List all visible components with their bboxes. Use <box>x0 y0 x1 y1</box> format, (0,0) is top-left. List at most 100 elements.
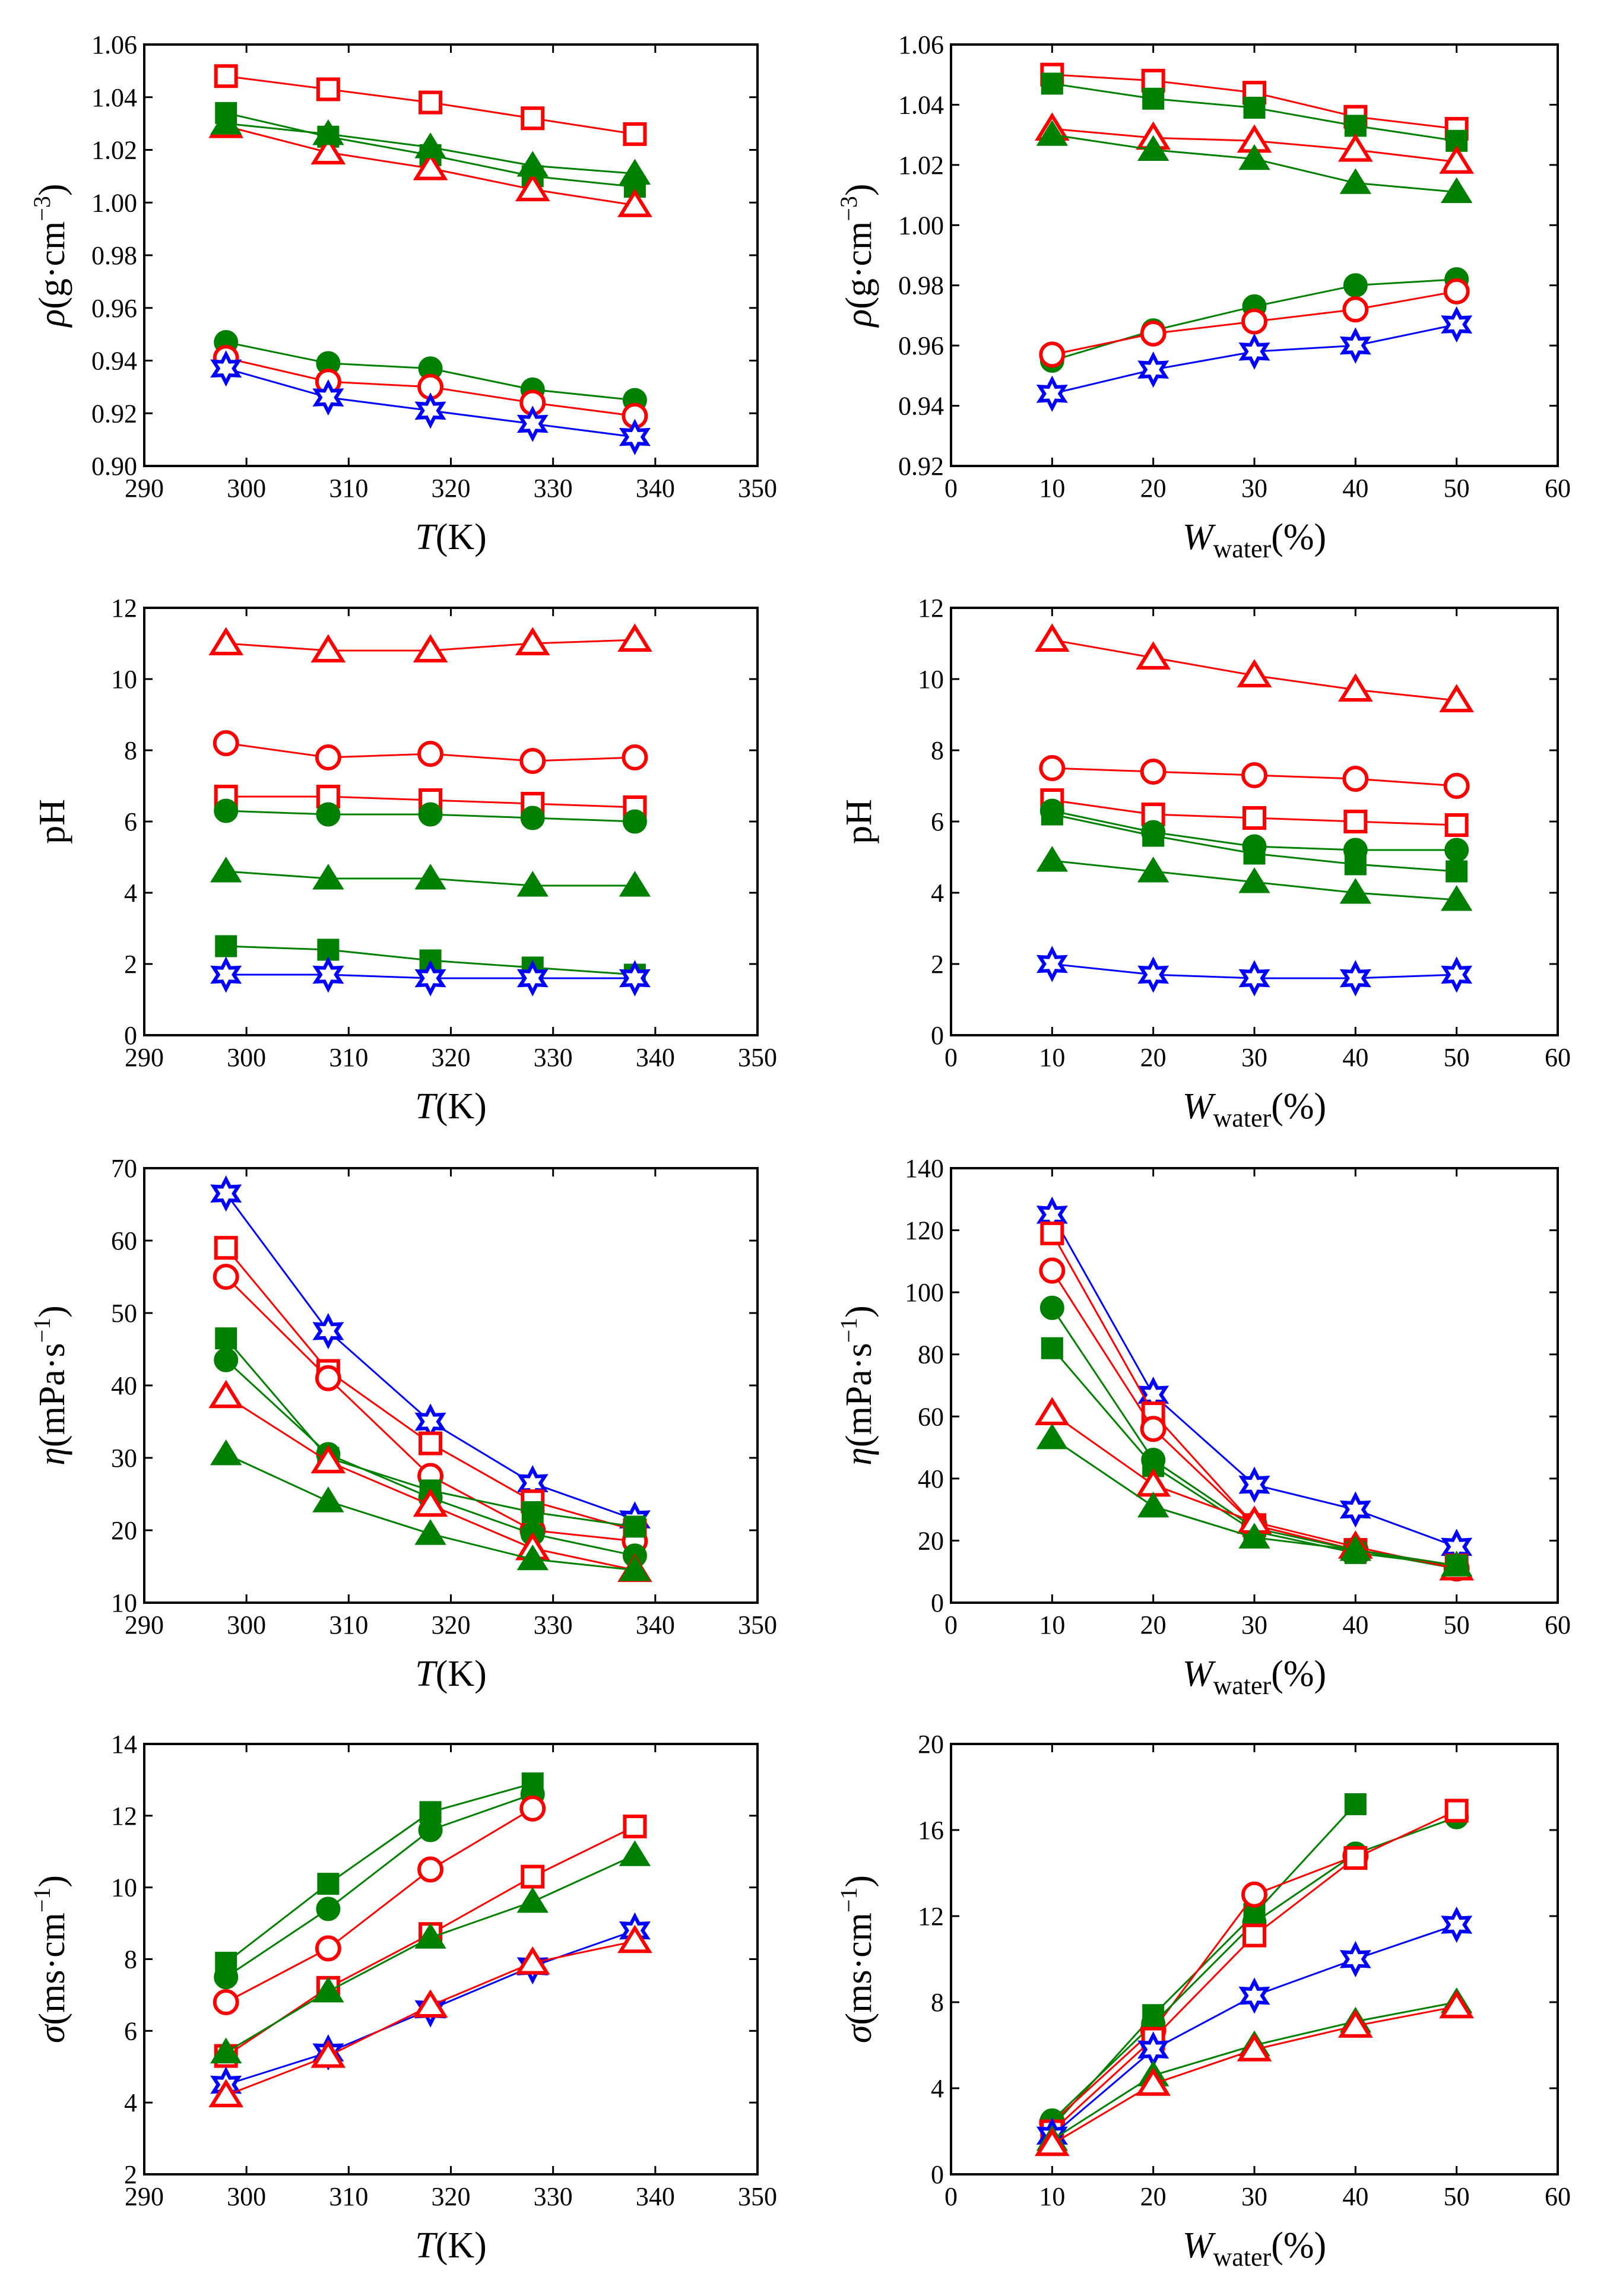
y-tick-label: 4 <box>124 2088 137 2117</box>
x-axis-label-symbol: W <box>1183 1654 1216 1694</box>
y-tick-label: 20 <box>918 1526 944 1555</box>
data-point-open-triangle <box>1439 145 1475 174</box>
data-point-star <box>516 960 549 997</box>
y-axis-label-superscript: −1 <box>835 1318 862 1343</box>
y-tick-label: 12 <box>111 594 137 623</box>
data-point-open-triangle <box>1136 641 1171 670</box>
x-tick-label: 30 <box>1241 1043 1267 1072</box>
data-point-filled-circle <box>1444 838 1469 862</box>
x-tick-label: 0 <box>944 474 958 503</box>
x-tick-label: 60 <box>1545 1610 1571 1639</box>
y-tick-label: 1.06 <box>91 30 137 59</box>
data-point-filled-circle <box>316 1897 341 1921</box>
x-tick-label: 300 <box>227 2182 266 2211</box>
series-red-open-square <box>1040 788 1469 837</box>
data-point-filled-circle <box>316 802 341 827</box>
data-point-open-triangle <box>1136 2067 1171 2096</box>
series-blue-star <box>1036 306 1473 412</box>
x-axis-label-unit: (K) <box>436 2225 487 2266</box>
data-point-filled-circle <box>1039 1295 1064 1320</box>
x-tick-label: 310 <box>329 1043 368 1072</box>
series-blue-star <box>210 956 651 997</box>
series-red-open-triangle <box>1034 623 1475 712</box>
data-point-open-triangle <box>310 634 346 662</box>
y-axis-label-symbol: η <box>839 1447 879 1466</box>
data-point-open-circle <box>417 1856 444 1883</box>
x-axis-label-unit: (%) <box>1271 1086 1326 1127</box>
x-axis-label: Wwater(%) <box>1183 1654 1326 1700</box>
data-point-filled-triangle <box>414 864 446 890</box>
y-tick-label: 12 <box>111 1802 137 1831</box>
x-tick-label: 300 <box>227 1610 266 1639</box>
y-tick-label: 16 <box>918 1816 944 1845</box>
y-tick-label: 1.00 <box>898 211 944 240</box>
data-point-filled-square <box>1344 853 1367 876</box>
data-point-star <box>1441 956 1473 993</box>
x-axis-label: T(K) <box>415 1654 487 1694</box>
x-tick-label: 320 <box>432 474 471 503</box>
data-point-open-square <box>623 1814 647 1838</box>
series-line <box>1051 2001 1457 2141</box>
panel-ph-vs-water: 0 10 20 30 40 50 60 0 2 4 6 8 10 12 Wwater(%) pH <box>839 594 1571 1133</box>
data-point-open-triangle <box>1337 133 1373 162</box>
y-axis-label-superscript: −1 <box>28 1318 55 1343</box>
series-green-filled-circle <box>214 798 647 834</box>
y-axis-label: pH <box>839 799 879 844</box>
y-tick-label: 4 <box>124 879 137 908</box>
series-green-filled-square <box>1041 803 1468 883</box>
data-point-star <box>210 350 242 387</box>
series-blue-star <box>210 350 651 455</box>
data-point-open-triangle <box>310 2039 346 2068</box>
data-point-open-circle <box>417 741 444 767</box>
data-point-open-square <box>521 106 545 131</box>
data-point-filled-square <box>1243 842 1266 865</box>
data-point-open-square <box>214 1236 238 1260</box>
y-axis-label-unit: (g·cm <box>839 221 879 309</box>
data-point-star <box>1441 1906 1473 1943</box>
x-tick-label: 60 <box>1545 2182 1571 2211</box>
data-point-star <box>312 1312 344 1350</box>
data-point-open-triangle <box>1237 2033 1272 2062</box>
x-tick-label: 330 <box>534 1043 573 1072</box>
y-tick-label: 0.98 <box>898 271 944 300</box>
data-point-filled-triangle <box>1036 1423 1069 1450</box>
x-axis-label-symbol: T <box>415 517 438 557</box>
data-point-star <box>210 1175 242 1212</box>
x-tick-label: 290 <box>125 474 164 503</box>
data-point-open-square <box>1444 1799 1469 1823</box>
y-tick-label: 10 <box>111 1588 137 1618</box>
data-point-filled-square <box>317 1873 340 1895</box>
data-point-filled-square <box>215 1327 237 1350</box>
series-red-open-circle <box>1039 278 1470 368</box>
data-point-filled-triangle <box>1339 168 1372 194</box>
y-axis-label-close: ) <box>32 183 72 196</box>
data-point-open-circle <box>1443 278 1470 305</box>
y-tick-label: 30 <box>111 1444 137 1473</box>
y-tick-label: 20 <box>918 1730 944 1759</box>
y-axis-label: η(mPa·s−1) <box>28 1305 72 1466</box>
data-point-open-triangle <box>1337 673 1373 702</box>
data-point-open-triangle <box>413 151 448 180</box>
plot-frame <box>143 1167 759 1604</box>
series-red-open-triangle <box>208 1924 652 2108</box>
x-tick-label: 20 <box>1140 474 1167 503</box>
x-axis-label: T(K) <box>415 1086 487 1127</box>
data-point-filled-triangle <box>516 151 549 177</box>
x-tick-label: 310 <box>329 2182 368 2211</box>
y-tick-label: 0.90 <box>91 452 137 481</box>
series-red-open-circle <box>1039 755 1470 799</box>
data-point-open-circle <box>213 1989 239 2015</box>
x-tick-label: 20 <box>1140 1610 1167 1639</box>
x-tick-label: 40 <box>1342 1610 1368 1639</box>
series-green-filled-square <box>215 1772 544 1974</box>
data-point-filled-triangle <box>210 2037 242 2064</box>
panel-ph-vs-temperature: 290 300 310 320 330 340 350 0 2 4 6 8 10 12 T(K) pH <box>32 594 777 1127</box>
data-point-open-triangle <box>617 1924 652 1953</box>
y-tick-label: 40 <box>111 1371 137 1400</box>
x-tick-label: 20 <box>1140 1043 1167 1072</box>
data-point-filled-circle <box>418 802 443 827</box>
x-axis-label-subscript: water <box>1213 534 1271 563</box>
y-tick-label: 0.92 <box>91 399 137 428</box>
x-axis-label-unit: (K) <box>436 517 487 557</box>
x-tick-label: 350 <box>738 1610 777 1639</box>
